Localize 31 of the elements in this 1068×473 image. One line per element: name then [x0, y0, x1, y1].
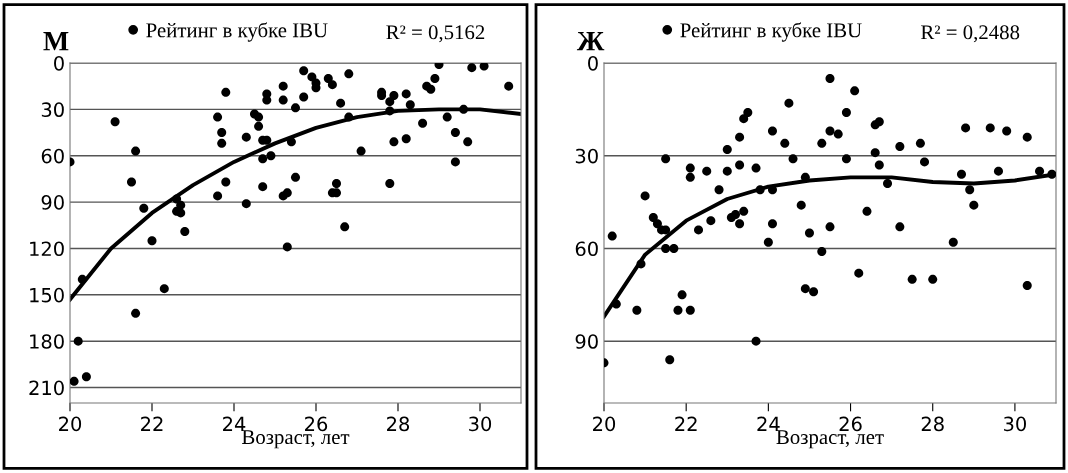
x-tick-label: 24 [223, 416, 246, 431]
chart-title: М [43, 32, 69, 51]
x-tick-label: 20 [59, 416, 82, 432]
y-tick-label: 90 [575, 334, 598, 349]
y-tick-label: 180 [30, 334, 64, 349]
x-tick-label: 26 [305, 416, 328, 432]
text: R² = 0,2488 [921, 25, 1020, 43]
x-tick-label: 24 [757, 416, 780, 431]
x-tick-label: 26 [839, 416, 862, 432]
legend-label: Рейтинг в кубке IBU [680, 22, 862, 42]
y-tick-label: 30 [41, 102, 64, 118]
x-tick-label: 22 [675, 416, 697, 431]
x-tick-label: 30 [1004, 416, 1026, 432]
x-tick-label: 30 [469, 416, 492, 432]
y-tick-label: 60 [575, 241, 598, 257]
x-tick-label: 28 [921, 416, 944, 432]
x-tick-label: 20 [593, 416, 616, 432]
y-tick-label: 120 [30, 241, 64, 257]
y-tick-label: 0 [588, 55, 598, 71]
y-tick-label: 150 [30, 287, 64, 303]
x-tick-label: 22 [141, 416, 163, 431]
x-tick-label: 28 [387, 416, 410, 432]
legend-label: Рейтинг в кубке IBU [146, 22, 328, 42]
y-tick-label: 60 [41, 148, 64, 164]
y-tick-label: 0 [54, 55, 64, 71]
x-axis-title: Возраст, лет [776, 430, 884, 449]
text: R² = 0,5162 [386, 25, 485, 43]
chart-title: Ж [576, 32, 605, 51]
y-tick-label: 30 [575, 148, 598, 164]
y-tick-label: 90 [41, 195, 64, 210]
y-tick-label: 210 [29, 380, 64, 396]
